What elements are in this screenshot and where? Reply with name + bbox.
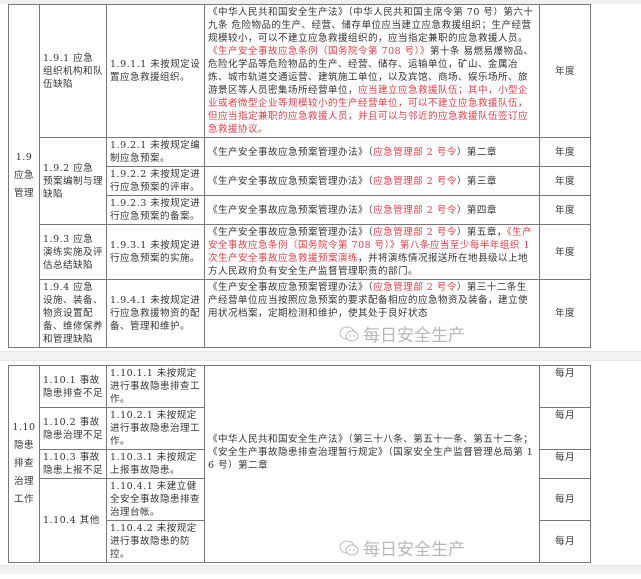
subcategory-cell: 1.9.3 应急演练实施及评估总结缺陷 xyxy=(39,224,107,280)
basis-cell: 《生产安全事故应急预案管理办法》（应急管理部 2 号令）第五章，《生产安全事故应… xyxy=(204,224,540,280)
basis-text: ）第三章 xyxy=(456,175,497,187)
top-divider xyxy=(0,0,641,4)
bottom-divider xyxy=(0,565,641,574)
basis-cell: 《生产安全事故应急预案管理办法》（应急管理部 2 号令）第三十二条生产经营单位应… xyxy=(204,279,540,348)
item-cell: 1.10.2.1 未按规定进行事故隐患治理工作。 xyxy=(106,407,205,450)
category-cell: 1.10 隐患排查治理工作 xyxy=(8,365,40,563)
hazard-inspection-table: 1.10 隐患排查治理工作 1.10.1 事故隐患排查不足 1.10.1.1 未… xyxy=(8,365,591,563)
basis-text: ，并将演练情况报送所在地县级以上地方人民政府负有安全生产监督管理职责的部门。 xyxy=(208,253,529,277)
basis-text: 《生产安全事故应急预案管理办法》（ xyxy=(208,227,374,238)
table-row: 1.9.3 应急演练实施及评估总结缺陷 1.9.3.1 未按规定进行应急预案的实… xyxy=(9,224,591,280)
section-divider xyxy=(0,351,641,361)
highlighted-text: 应急管理部 2 号令 xyxy=(373,146,457,158)
table-row: 1.10.4 其他 1.10.4.1 未建立健全安全事故隐患排查治理台帐。 每月 xyxy=(9,478,591,563)
item-cell: 1.10.4.2 未按规定进行事故隐患的防控。 xyxy=(106,520,205,563)
emergency-management-section: 1.9 应急管理 1.9.1 应急组织机构和队伍缺陷 1.9.1.1 未按规定设… xyxy=(8,4,591,348)
basis-cell: 《中华人民共和国安全生产法》（第三十八条、第五十一条、第五十二条；《安全生产事故… xyxy=(204,365,540,563)
frequency-cell: 年度 xyxy=(539,224,591,280)
basis-text: ）第三十二条生产经营单位应当按照应急预案的要求配备相应的应急物资及装备，建立使用… xyxy=(208,282,529,319)
highlighted-text: 应急管理部 2 号令 xyxy=(373,282,457,293)
frequency-cell: 年度 xyxy=(539,4,591,138)
wechat-icon xyxy=(339,540,359,555)
subcategory-cell: 1.10.4 其他 xyxy=(39,478,107,563)
item-cell: 1.9.2.3 未按规定进行应急预案的备案。 xyxy=(106,195,205,225)
highlighted-text: 应急管理部 2 号令 xyxy=(373,227,457,238)
basis-text: 《生产安全事故应急预案管理办法》（ xyxy=(208,146,374,158)
frequency-cell: 每月 xyxy=(539,449,591,479)
item-cell: 1.9.2.1 未按规定编制应急预案。 xyxy=(106,137,205,167)
table-row: 1.9.2.2 未按规定进行应急预案的评审。 《生产安全事故应急预案管理办法》（… xyxy=(9,166,591,196)
frequency-cell: 每月 xyxy=(539,478,591,521)
frequency-cell: 每月 xyxy=(539,520,591,563)
wechat-icon xyxy=(339,326,359,341)
basis-text: 第十条 易燃易爆物品、危险化学品等危险物品的生产、经营、储存、运输单位，矿山、金… xyxy=(208,46,534,96)
item-cell: 1.9.1.1 未按规定设置应急救援组织。 xyxy=(106,4,205,138)
basis-cell: 《生产安全事故应急预案管理办法》（应急管理部 2 号令）第四章 xyxy=(204,195,540,225)
table-row: 1.10.3 事故隐患上报不足 1.10.3.1 未按规定上报事故隐患。 每月 xyxy=(9,449,591,479)
highlighted-text: 应急管理部 2 号令 xyxy=(373,204,457,216)
table-row: 1.10.4.2 未按规定进行事故隐患的防控。 每月 xyxy=(9,520,591,563)
subcategory-cell: 1.9.2 应急预案编制与理缺陷 xyxy=(39,137,107,225)
item-cell: 1.10.3.1 未按规定上报事故隐患。 xyxy=(106,449,205,479)
emergency-management-table: 1.9 应急管理 1.9.1 应急组织机构和队伍缺陷 1.9.1.1 未按规定设… xyxy=(8,4,591,348)
hazard-inspection-section: 1.10 隐患排查治理工作 1.10.1 事故隐患排查不足 1.10.1.1 未… xyxy=(8,365,591,563)
watermark: 每日安全生产 xyxy=(338,321,465,346)
table-row: 1.10 隐患排查治理工作 1.10.1 事故隐患排查不足 1.10.1.1 未… xyxy=(8,365,591,563)
table-row: 1.9.4 应急设施、装备、物资设置配备、维修保养和管理缺陷 1.9.4.1 未… xyxy=(9,279,591,348)
basis-cell: 《生产安全事故应急预案管理办法》（应急管理部 2 号令）第二章 xyxy=(204,137,540,167)
basis-text: ）第五章， xyxy=(456,227,507,238)
subcategory-cell: 1.9.4 应急设施、装备、物资设置配备、维修保养和管理缺陷 xyxy=(39,279,107,348)
highlighted-text: 《生产安全事故应急条例（国务院令第 708 号）》 xyxy=(208,46,430,57)
frequency-cell: 年度 xyxy=(539,195,591,225)
table-row: 1.10.2 事故隐患治理不足 1.10.2.1 未按规定进行事故隐患治理工作。… xyxy=(9,407,591,450)
basis-text: 《生产安全事故应急预案管理办法》（ xyxy=(208,204,374,216)
highlighted-text: 应急管理部 2 号令 xyxy=(373,175,457,187)
watermark: 每日安全生产 xyxy=(338,535,465,560)
subcategory-cell: 1.9.1 应急组织机构和队伍缺陷 xyxy=(39,4,107,138)
frequency-cell: 年度 xyxy=(539,166,591,196)
subcategory-cell: 1.10.1 事故隐患排查不足 xyxy=(39,365,107,408)
watermark-text: 每日安全生产 xyxy=(363,326,465,346)
subcategory-cell: 1.10.3 事故隐患上报不足 xyxy=(39,449,107,479)
item-cell: 1.9.4.1 未按规定进行应急救援物资的配备、管理和维护。 xyxy=(106,279,205,348)
basis-text: 《生产安全事故应急预案管理办法》（ xyxy=(208,282,374,293)
table-row: 1.9 应急管理 1.9.1 应急组织机构和队伍缺陷 1.9.1.1 未按规定设… xyxy=(8,4,591,348)
item-cell: 1.9.2.2 未按规定进行应急预案的评审。 xyxy=(106,166,205,196)
basis-cell: 《生产安全事故应急预案管理办法》（应急管理部 2 号令）第三章 xyxy=(204,166,540,196)
highlighted-text: 《生产安全事故应急条例（国务院令第 708 号）》第八条应当至少每半年组织 1 … xyxy=(208,227,533,264)
basis-text: 《生产安全事故应急预案管理办法》（ xyxy=(208,175,374,187)
frequency-cell: 年度 xyxy=(539,279,591,348)
frequency-cell: 年度 xyxy=(539,137,591,167)
watermark-text: 每日安全生产 xyxy=(363,540,465,560)
basis-text: 《中华人民共和国安全生产法》（中华人民共和国主席令第 70 号）第六十九条 危险… xyxy=(208,7,534,44)
item-cell: 1.10.4.1 未建立健全安全事故隐患排查治理台帐。 xyxy=(106,478,205,521)
basis-cell: 《中华人民共和国安全生产法》（中华人民共和国主席令第 70 号）第六十九条 危险… xyxy=(204,4,540,138)
item-cell: 1.9.3.1 未按规定进行应急预案的实施。 xyxy=(106,224,205,280)
basis-text: ）第二章 xyxy=(456,146,497,158)
frequency-cell: 每月 xyxy=(539,365,591,408)
basis-text: ）第四章 xyxy=(456,204,497,216)
table-row: 1.9.2 应急预案编制与理缺陷 1.9.2.1 未按规定编制应急预案。 《生产… xyxy=(9,137,591,225)
category-cell: 1.9 应急管理 xyxy=(8,4,40,348)
subcategory-cell: 1.10.2 事故隐患治理不足 xyxy=(39,407,107,450)
table-row: 1.9.2.3 未按规定进行应急预案的备案。 《生产安全事故应急预案管理办法》（… xyxy=(9,195,591,225)
highlighted-text: 应当建立应急救援队伍；其中，小型企业或者微型企业等规模较小的生产经营单位，可以不… xyxy=(208,85,529,135)
frequency-cell: 每月 xyxy=(539,407,591,450)
item-cell: 1.10.1.1 未按规定进行事故隐患排查工作。 xyxy=(106,365,205,408)
